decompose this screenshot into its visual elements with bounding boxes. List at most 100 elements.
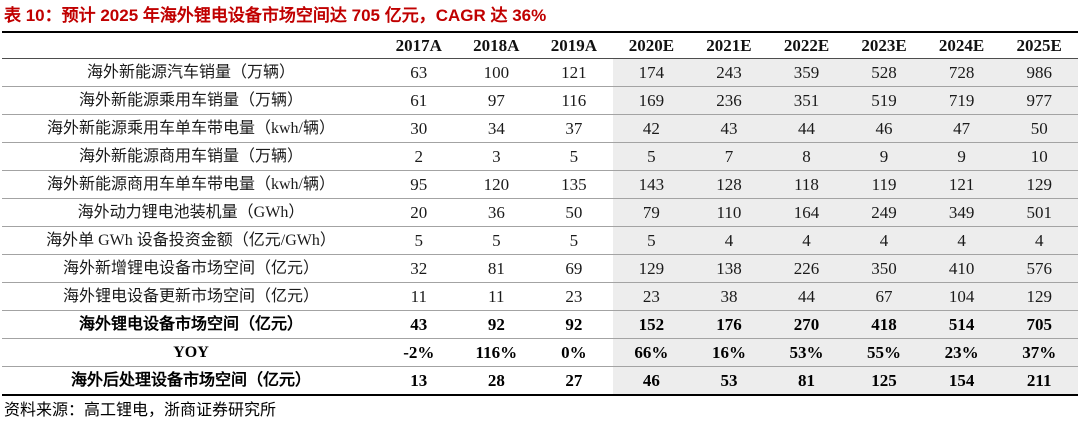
data-cell: 3 bbox=[457, 142, 536, 171]
table-row: 海外单 GWh 设备投资金额（亿元/GWh） 5 5 5 5 4 4 4 4 4 bbox=[2, 226, 1078, 255]
data-cell: 514 bbox=[922, 310, 1001, 339]
data-cell: 9 bbox=[922, 142, 1001, 171]
data-cell: 143 bbox=[612, 170, 691, 199]
year-header: 2021E bbox=[690, 32, 768, 59]
row-label: 海外后处理设备市场空间（亿元） bbox=[70, 372, 311, 389]
table-row: 海外新能源汽车销量（万辆） 63 100 121 174 243 359 528 728 986 bbox=[2, 58, 1078, 87]
data-cell: 169 bbox=[612, 86, 691, 115]
data-cell: 501 bbox=[1000, 198, 1078, 227]
table-title: 表 10：预计 2025 年海外锂电设备市场空间达 705 亿元，CAGR 达 … bbox=[4, 6, 547, 25]
data-cell: 121 bbox=[922, 170, 1001, 199]
data-cell: 152 bbox=[612, 310, 691, 339]
data-cell: 719 bbox=[922, 86, 1001, 115]
data-cell: 249 bbox=[845, 198, 923, 227]
data-cell: 125 bbox=[845, 366, 923, 395]
data-cell: 350 bbox=[845, 254, 923, 283]
data-cell: 4 bbox=[922, 226, 1001, 255]
data-cell: 30 bbox=[380, 114, 458, 143]
data-cell: 47 bbox=[922, 114, 1001, 143]
data-cell: 243 bbox=[690, 58, 768, 87]
data-cell: 23 bbox=[535, 282, 613, 311]
row-label: 海外单 GWh 设备投资金额（亿元/GWh） bbox=[2, 226, 380, 255]
row-label: 海外新增锂电设备市场空间（亿元） bbox=[2, 254, 380, 283]
data-cell: 79 bbox=[612, 198, 691, 227]
data-cell: 11 bbox=[380, 282, 458, 311]
year-header: 2022E bbox=[767, 32, 846, 59]
data-cell: 129 bbox=[612, 254, 691, 283]
data-cell: 2 bbox=[380, 142, 458, 171]
table-row: 海外动力锂电池装机量（GWh） 20 36 50 79 110 164 249 349 501 bbox=[2, 198, 1078, 227]
year-header: 2020E bbox=[612, 32, 691, 59]
data-cell: 11 bbox=[457, 282, 536, 311]
data-cell: 27 bbox=[565, 371, 583, 390]
data-cell: 236 bbox=[690, 86, 768, 115]
data-cell: 174 bbox=[612, 58, 691, 87]
year-header: 2018A bbox=[457, 32, 536, 59]
data-cell: 4 bbox=[1000, 226, 1078, 255]
data-cell: 53% bbox=[767, 338, 846, 367]
header-row: 2017A 2018A 2019A 2020E 2021E 2022E 2023E 2024E… bbox=[2, 32, 1078, 59]
data-cell: 351 bbox=[767, 86, 846, 115]
data-cell: 7 bbox=[690, 142, 768, 171]
data-cell: 576 bbox=[1000, 254, 1078, 283]
data-cell: 32 bbox=[380, 254, 458, 283]
forecast-table: 2017A 2018A 2019A 2020E 2021E 2022E 2023E 2024E… bbox=[2, 31, 1078, 396]
data-cell: 728 bbox=[922, 58, 1001, 87]
year-header: 2023E bbox=[845, 32, 923, 59]
year-header: 2025E bbox=[1000, 32, 1078, 59]
data-cell: 164 bbox=[767, 198, 846, 227]
data-cell: 138 bbox=[690, 254, 768, 283]
year-header: 2019A bbox=[535, 32, 613, 59]
data-cell: 37% bbox=[1000, 338, 1078, 367]
data-cell: 34 bbox=[457, 114, 536, 143]
data-cell: 69 bbox=[535, 254, 613, 283]
data-cell: 349 bbox=[922, 198, 1001, 227]
data-cell: 23% bbox=[922, 338, 1001, 367]
source-note: 资料来源：高工锂电，浙商证券研究所 bbox=[4, 402, 277, 419]
data-cell: 128 bbox=[690, 170, 768, 199]
data-cell: 50 bbox=[535, 198, 613, 227]
data-cell: 36 bbox=[457, 198, 536, 227]
data-cell: 81 bbox=[767, 366, 846, 395]
table-row: 海外新能源乘用车单车带电量（kwh/辆） 30 34 37 42 43 44 46 47 50 bbox=[2, 114, 1078, 143]
data-cell: 129 bbox=[1000, 170, 1078, 199]
data-cell: 359 bbox=[767, 58, 846, 87]
data-cell: 519 bbox=[845, 86, 923, 115]
data-cell: 38 bbox=[690, 282, 768, 311]
data-cell: 176 bbox=[690, 310, 768, 339]
row-label: 海外新能源商用车销量（万辆） bbox=[2, 142, 380, 171]
row-label: YOY bbox=[2, 338, 380, 367]
data-cell: 9 bbox=[845, 142, 923, 171]
year-header: 2024E bbox=[922, 32, 1001, 59]
table-header: 2017A 2018A 2019A 2020E 2021E 2022E 2023E 2024E… bbox=[2, 32, 1078, 59]
data-cell: 46 bbox=[612, 366, 691, 395]
row-label: 海外锂电设备更新市场空间（亿元） bbox=[2, 282, 380, 311]
data-cell: 5 bbox=[457, 226, 536, 255]
data-cell: 5 bbox=[535, 226, 613, 255]
data-cell: 4 bbox=[767, 226, 846, 255]
data-cell: 4 bbox=[845, 226, 923, 255]
table-row: 海外新能源商用车销量（万辆） 2 3 5 5 7 8 9 9 10 bbox=[2, 142, 1078, 171]
data-cell: 37 bbox=[535, 114, 613, 143]
data-cell: 211 bbox=[1000, 366, 1078, 395]
data-cell: 61 bbox=[380, 86, 458, 115]
data-cell: -2% bbox=[380, 338, 458, 367]
data-cell: 129 bbox=[1000, 282, 1078, 311]
data-cell: 63 bbox=[380, 58, 458, 87]
data-cell: 10 bbox=[1000, 142, 1078, 171]
row-label: 海外新能源商用车单车带电量（kwh/辆） bbox=[2, 170, 380, 199]
data-cell: 119 bbox=[845, 170, 923, 199]
data-cell: 110 bbox=[690, 198, 768, 227]
data-cell: 81 bbox=[457, 254, 536, 283]
row-label: 海外锂电设备市场空间（亿元） bbox=[2, 310, 380, 339]
data-cell: 43 bbox=[690, 114, 768, 143]
data-cell: 44 bbox=[767, 114, 846, 143]
data-cell: 28 bbox=[487, 371, 505, 390]
data-cell: 118 bbox=[767, 170, 846, 199]
data-cell: 226 bbox=[767, 254, 846, 283]
data-cell: 104 bbox=[922, 282, 1001, 311]
data-cell: 46 bbox=[845, 114, 923, 143]
data-cell: 116% bbox=[457, 338, 536, 367]
data-cell: 121 bbox=[535, 58, 613, 87]
